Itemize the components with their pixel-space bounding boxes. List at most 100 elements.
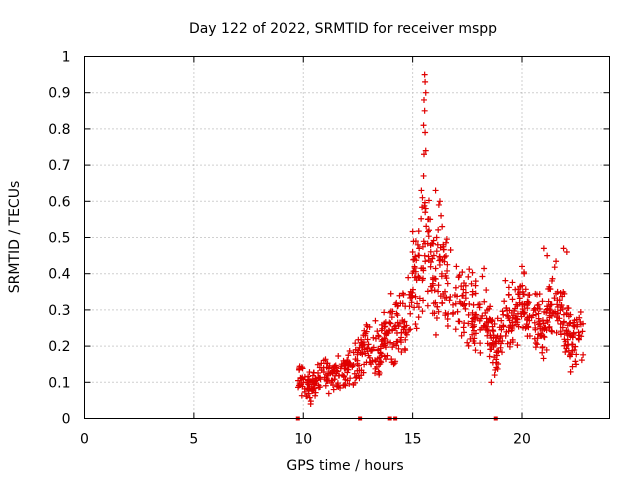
data-point: [419, 194, 426, 201]
data-point: [312, 376, 319, 383]
data-point: [499, 308, 506, 315]
data-point: [539, 298, 546, 305]
data-point: [411, 256, 418, 263]
data-point: [573, 323, 580, 330]
data-point: [434, 303, 441, 310]
data-point: [544, 303, 551, 310]
data-point: [509, 296, 516, 303]
data-point: [569, 347, 576, 354]
data-point: [472, 290, 479, 297]
x-tick-label: 20: [513, 432, 531, 448]
data-point: [465, 311, 472, 318]
data-point: [329, 382, 336, 389]
data-point: [460, 324, 467, 331]
data-point: [422, 205, 429, 212]
y-tick-label: 0.9: [48, 86, 70, 102]
data-point: [364, 336, 371, 343]
data-point: [305, 379, 312, 386]
data-point: [514, 303, 521, 310]
data-point: [363, 321, 370, 328]
data-point: [576, 332, 583, 339]
data-point: [366, 323, 373, 330]
data-point: [442, 272, 449, 279]
data-point: [484, 323, 491, 330]
data-point: [416, 245, 423, 252]
data-point: [580, 351, 587, 358]
data-point: [472, 330, 479, 337]
data-point: [543, 346, 550, 353]
x-tick-label: 5: [189, 432, 198, 448]
data-point: [468, 280, 475, 287]
data-point: [484, 332, 491, 339]
data-point: [508, 327, 515, 334]
data-point: [420, 265, 427, 272]
data-point: [563, 248, 570, 255]
data-point: [499, 337, 506, 344]
data-point: [373, 363, 380, 370]
data-point: [376, 354, 383, 361]
data-point: [443, 236, 450, 243]
data-point: [414, 241, 421, 248]
data-point: [542, 324, 549, 331]
data-point: [500, 323, 507, 330]
data-point: [477, 349, 484, 356]
data-point: [296, 366, 303, 373]
data-point: [344, 369, 351, 376]
data-point: [430, 252, 437, 259]
data-point: [560, 288, 567, 295]
data-point: [394, 312, 401, 319]
data-point: [488, 379, 495, 386]
data-point: [444, 323, 451, 330]
data-point: [517, 283, 524, 290]
data-point: [566, 352, 573, 359]
data-point: [535, 315, 542, 322]
data-point: [336, 372, 343, 379]
data-point: [324, 371, 331, 378]
data-point: [465, 342, 472, 349]
data-point: [435, 282, 442, 289]
data-point: [567, 368, 574, 375]
data-point: [551, 295, 558, 302]
data-point: [493, 359, 500, 366]
data-point: [545, 298, 552, 305]
y-tick-label: 1: [62, 50, 71, 66]
data-point: [347, 375, 354, 382]
data-point: [462, 289, 469, 296]
data-point: [295, 377, 302, 384]
data-point: [524, 314, 531, 321]
data-point: [575, 329, 582, 336]
data-point: [455, 274, 462, 281]
data-point: [554, 297, 561, 304]
data-point: [505, 313, 512, 320]
data-point: [409, 248, 416, 255]
data-point: [413, 325, 420, 332]
data-point: [427, 216, 434, 223]
data-points: [295, 71, 587, 421]
data-point: [309, 372, 316, 379]
data-point: [381, 353, 388, 360]
data-point: [489, 327, 496, 334]
data-point: [301, 385, 308, 392]
data-point: [421, 199, 428, 206]
data-point: [450, 301, 457, 308]
data-point: [541, 334, 548, 341]
data-point: [479, 312, 486, 319]
data-point: [507, 339, 514, 346]
data-point: [331, 365, 338, 372]
data-point: [396, 292, 403, 299]
data-point: [486, 341, 493, 348]
data-point: [557, 289, 564, 296]
data-point: [561, 342, 568, 349]
data-point: [506, 343, 513, 350]
data-point: [416, 252, 423, 259]
data-point: [534, 341, 541, 348]
data-point: [377, 350, 384, 357]
data-point: [531, 319, 538, 326]
data-point: [389, 308, 396, 315]
data-point: [458, 332, 465, 339]
data-point: [399, 290, 406, 297]
data-point: [440, 241, 447, 248]
data-point: [532, 311, 539, 318]
data-point: [514, 315, 521, 322]
data-point: [298, 392, 305, 399]
